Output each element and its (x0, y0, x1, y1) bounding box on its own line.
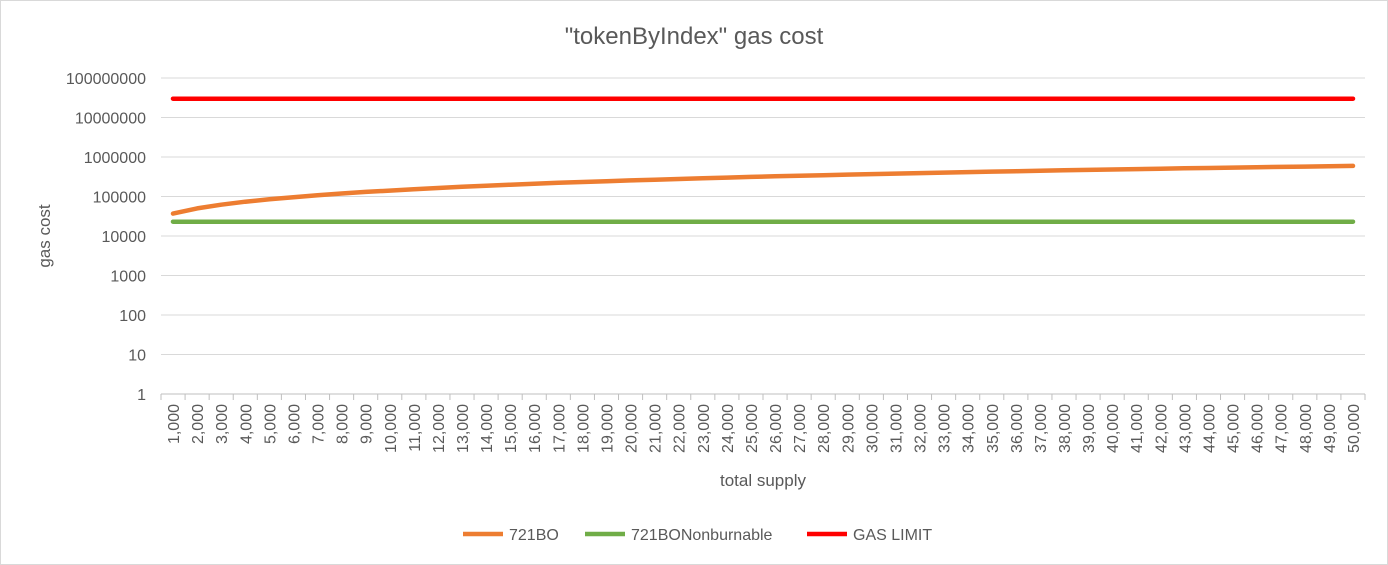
x-tick-label: 43,000 (1177, 404, 1194, 453)
x-tick-label: 38,000 (1057, 404, 1074, 453)
x-tick-label: 21,000 (648, 404, 665, 453)
x-tick-label: 49,000 (1322, 404, 1339, 453)
x-tick-label: 7,000 (311, 404, 328, 444)
x-tick-label: 34,000 (961, 404, 978, 453)
y-tick-label: 100000000 (66, 71, 146, 88)
y-tick-label: 1000000 (84, 150, 146, 167)
x-tick-label: 14,000 (479, 404, 496, 453)
x-tick-label: 23,000 (696, 404, 713, 453)
x-tick-label: 2,000 (190, 404, 207, 444)
x-tick-label: 22,000 (672, 404, 689, 453)
series-lines (170, 96, 1356, 224)
x-tick-label: 4,000 (238, 404, 255, 444)
x-tick-label: 6,000 (286, 404, 303, 444)
y-axis-ticks: 1 10 100 1000 10000 100000 1000000 10000000 1000… (66, 71, 146, 404)
x-tick-label: 11,000 (407, 404, 424, 452)
y-axis-title: gas cost (35, 204, 54, 268)
x-tick-label: 37,000 (1033, 404, 1050, 453)
x-axis-ticks: 1,000 2,000 3,000 4,000 5,000 6,000 7,000 8,000… (160, 394, 1366, 453)
x-tick-label: 42,000 (1153, 404, 1170, 453)
x-tick-label: 5,000 (262, 404, 279, 444)
y-tick-label: 1000 (110, 269, 146, 286)
x-tick-label: 3,000 (214, 404, 231, 444)
x-tick-label: 15,000 (503, 404, 520, 453)
x-tick-label: 48,000 (1298, 404, 1315, 453)
x-tick-label: 26,000 (768, 404, 785, 453)
x-tick-label: 35,000 (985, 404, 1002, 453)
x-tick-label: 27,000 (792, 404, 809, 453)
x-tick-label: 29,000 (840, 404, 857, 453)
gridlines (161, 77, 1365, 395)
series-line-721bo (170, 163, 1356, 216)
x-tick-label: 44,000 (1201, 404, 1218, 453)
legend-label-gas-limit: GAS LIMIT (853, 527, 932, 544)
x-tick-label: 47,000 (1274, 404, 1291, 453)
x-tick-label: 25,000 (744, 404, 761, 453)
x-tick-label: 9,000 (359, 404, 376, 444)
x-tick-label: 28,000 (816, 404, 833, 453)
y-tick-label: 100000 (93, 190, 146, 207)
x-tick-label: 20,000 (624, 404, 641, 453)
x-tick-label: 41,000 (1129, 404, 1146, 453)
x-tick-label: 50,000 (1346, 404, 1363, 453)
x-tick-label: 30,000 (864, 404, 881, 453)
x-tick-label: 1,000 (166, 404, 183, 444)
x-tick-label: 19,000 (599, 404, 616, 453)
legend: 721BO 721BONonburnable GAS LIMIT (463, 527, 932, 544)
x-tick-label: 40,000 (1105, 404, 1122, 453)
x-tick-label: 45,000 (1226, 404, 1243, 453)
y-tick-label: 10 (128, 348, 146, 365)
x-tick-label: 31,000 (888, 404, 905, 453)
legend-label-721bo: 721BO (509, 527, 559, 544)
x-tick-label: 16,000 (527, 404, 544, 453)
x-tick-label: 8,000 (335, 404, 352, 444)
x-tick-label: 18,000 (575, 404, 592, 453)
x-tick-label: 13,000 (455, 404, 472, 453)
x-tick-label: 12,000 (431, 404, 448, 453)
x-axis-title: total supply (720, 471, 806, 490)
x-tick-label: 33,000 (937, 404, 954, 453)
x-tick-label: 10,000 (383, 404, 400, 453)
legend-label-721bononburnable: 721BONonburnable (631, 527, 773, 544)
x-tick-label: 32,000 (913, 404, 930, 453)
x-tick-label: 24,000 (720, 404, 737, 453)
x-tick-label: 46,000 (1250, 404, 1267, 453)
x-tick-label: 39,000 (1081, 404, 1098, 453)
y-tick-label: 10000000 (75, 111, 146, 128)
y-tick-label: 10000 (102, 229, 147, 246)
x-tick-label: 36,000 (1009, 404, 1026, 453)
x-tick-label: 17,000 (551, 404, 568, 453)
y-tick-label: 1 (137, 387, 146, 404)
chart-title: "tokenByIndex" gas cost (565, 23, 824, 50)
y-tick-label: 100 (119, 308, 146, 325)
